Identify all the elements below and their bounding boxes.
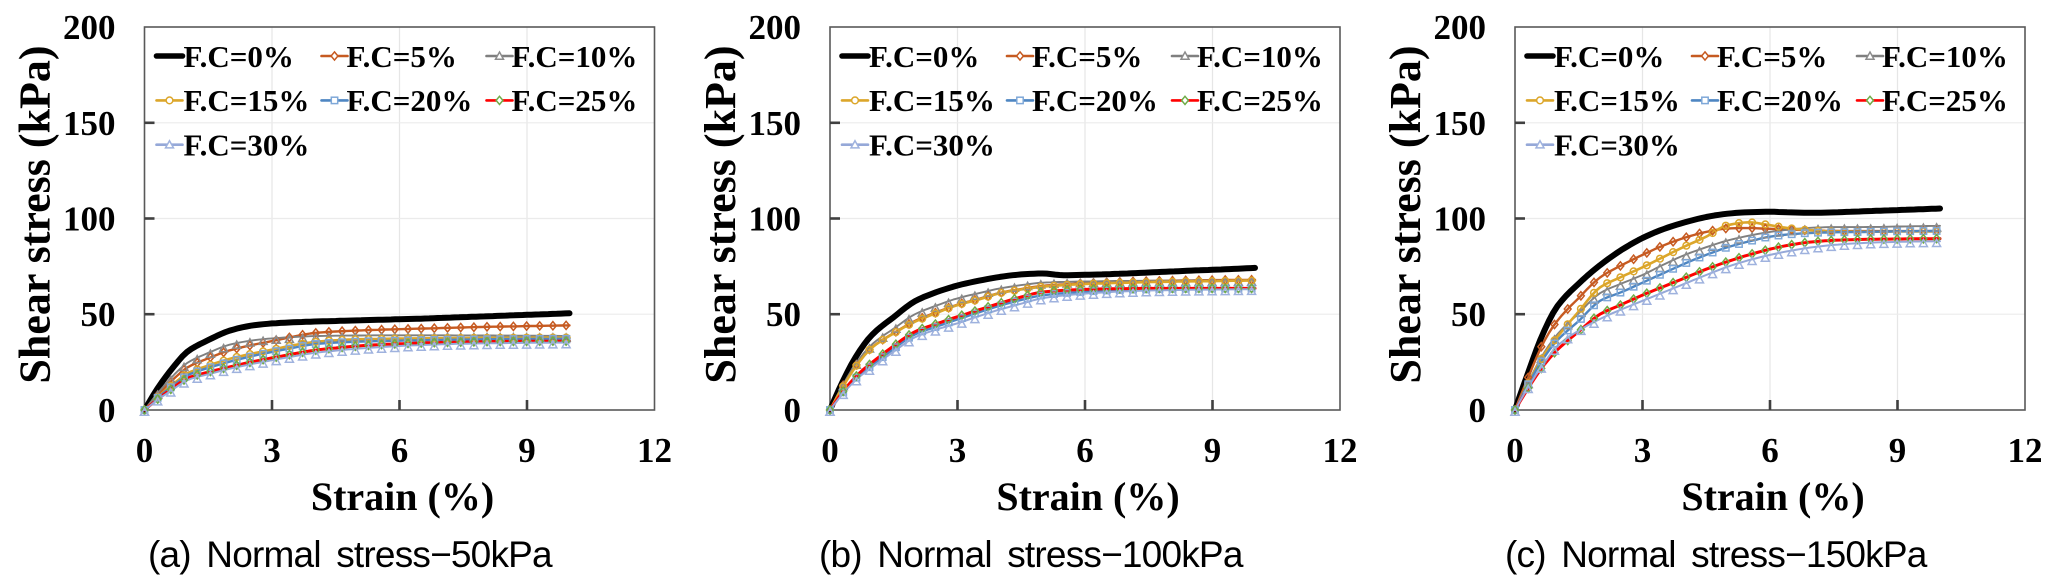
svg-text:Strain (%): Strain (%) [1681, 474, 1864, 519]
svg-text:150: 150 [63, 104, 116, 143]
svg-text:3: 3 [1634, 431, 1652, 470]
svg-text:3: 3 [949, 431, 967, 470]
svg-text:100: 100 [749, 200, 802, 239]
svg-text:F.C=0%: F.C=0% [1554, 39, 1664, 74]
svg-text:F.C=10%: F.C=10% [1882, 39, 2008, 74]
svg-text:(b) Normal stress−100kPa: (b) Normal stress−100kPa [819, 534, 1244, 575]
svg-text:50: 50 [1451, 295, 1486, 334]
svg-text:F.C=10%: F.C=10% [1197, 39, 1323, 74]
svg-text:F.C=5%: F.C=5% [347, 39, 457, 74]
svg-text:6: 6 [1761, 431, 1779, 470]
svg-text:F.C=15%: F.C=15% [184, 83, 310, 118]
svg-text:F.C=25%: F.C=25% [1197, 83, 1323, 118]
svg-text:F.C=25%: F.C=25% [1882, 83, 2008, 118]
svg-text:F.C=30%: F.C=30% [1554, 128, 1680, 163]
svg-text:100: 100 [1434, 200, 1487, 239]
svg-text:50: 50 [766, 295, 801, 334]
svg-text:6: 6 [391, 431, 409, 470]
svg-text:12: 12 [1323, 431, 1358, 470]
svg-text:F.C=20%: F.C=20% [1032, 83, 1158, 118]
svg-text:Shear stress (kPa): Shear stress (kPa) [1381, 45, 1430, 383]
svg-text:9: 9 [1889, 431, 1907, 470]
svg-text:F.C=5%: F.C=5% [1717, 39, 1827, 74]
svg-text:9: 9 [1204, 431, 1222, 470]
svg-text:100: 100 [63, 200, 116, 239]
svg-text:F.C=5%: F.C=5% [1032, 39, 1142, 74]
svg-text:F.C=30%: F.C=30% [869, 128, 995, 163]
svg-text:F.C=30%: F.C=30% [184, 128, 310, 163]
svg-text:0: 0 [98, 391, 116, 430]
svg-text:12: 12 [2008, 431, 2043, 470]
svg-text:F.C=0%: F.C=0% [184, 39, 294, 74]
svg-text:F.C=0%: F.C=0% [869, 39, 979, 74]
svg-text:F.C=15%: F.C=15% [869, 83, 995, 118]
svg-text:3: 3 [263, 431, 281, 470]
svg-text:F.C=10%: F.C=10% [512, 39, 638, 74]
svg-text:200: 200 [1434, 8, 1487, 47]
svg-text:F.C=20%: F.C=20% [1717, 83, 1843, 118]
svg-text:0: 0 [784, 391, 802, 430]
svg-text:(a) Normal stress−50kPa: (a) Normal stress−50kPa [148, 534, 553, 575]
svg-text:F.C=25%: F.C=25% [512, 83, 638, 118]
svg-text:0: 0 [821, 431, 839, 470]
svg-text:Strain (%): Strain (%) [996, 474, 1179, 519]
svg-text:F.C=15%: F.C=15% [1554, 83, 1680, 118]
svg-text:0: 0 [1469, 391, 1487, 430]
svg-text:200: 200 [63, 8, 116, 47]
svg-text:Shear stress (kPa): Shear stress (kPa) [11, 45, 60, 383]
svg-text:0: 0 [1506, 431, 1524, 470]
svg-text:12: 12 [637, 431, 672, 470]
svg-text:150: 150 [749, 104, 802, 143]
svg-text:Shear stress (kPa): Shear stress (kPa) [696, 45, 745, 383]
svg-text:0: 0 [136, 431, 154, 470]
svg-text:Strain (%): Strain (%) [311, 474, 494, 519]
svg-text:6: 6 [1076, 431, 1094, 470]
svg-text:(c) Normal stress−150kPa: (c) Normal stress−150kPa [1505, 534, 1928, 575]
svg-text:50: 50 [81, 295, 116, 334]
svg-text:F.C=20%: F.C=20% [347, 83, 473, 118]
svg-text:150: 150 [1434, 104, 1487, 143]
svg-text:200: 200 [749, 8, 802, 47]
svg-text:9: 9 [518, 431, 536, 470]
